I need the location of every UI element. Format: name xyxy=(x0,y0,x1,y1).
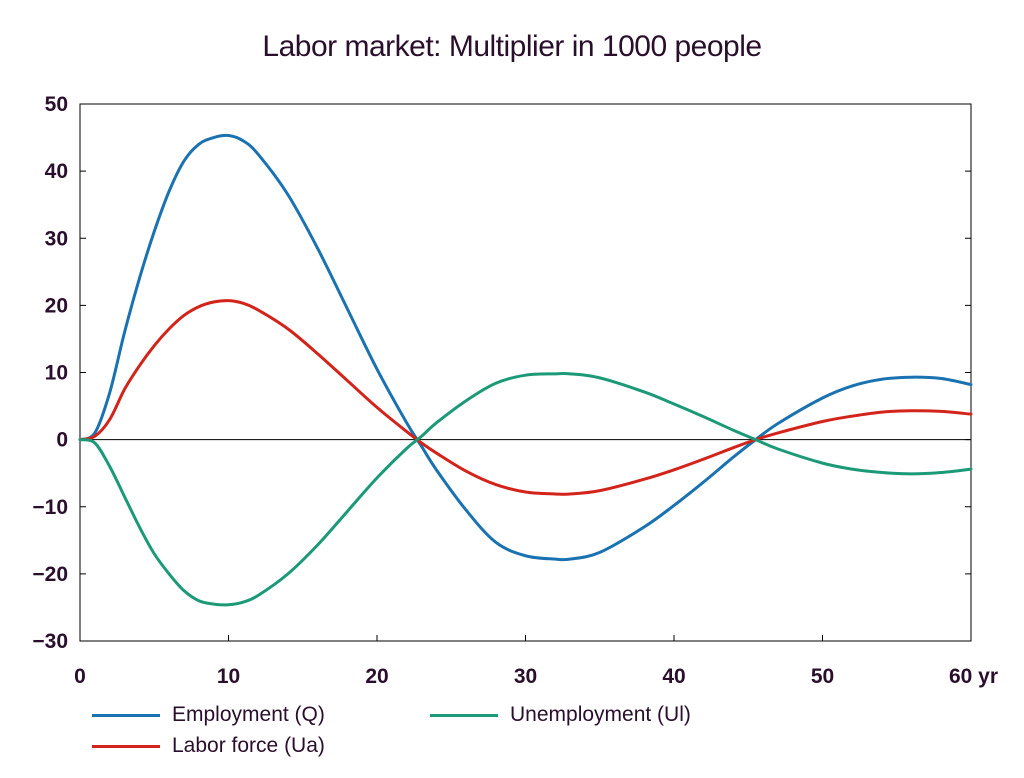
legend: Employment (Q) Unemployment (Ul) Labor f… xyxy=(92,700,792,770)
x-tick-label: 10 xyxy=(217,665,240,688)
y-tick-label: −20 xyxy=(32,563,68,586)
x-tick-label: 30 xyxy=(514,665,537,688)
x-axis: 0 10 20 30 40 50 60 yr xyxy=(74,635,998,688)
x-tick-label: 50 xyxy=(811,665,834,688)
y-tick-label: −30 xyxy=(32,630,68,653)
legend-item-employment: Employment (Q) xyxy=(92,703,325,727)
x-tick-label: 0 xyxy=(74,665,86,688)
chart-title: Labor market: Multiplier in 1000 people xyxy=(262,30,762,63)
x-tick-label: 60 yr xyxy=(949,665,998,688)
series-line-unemployment xyxy=(78,371,973,607)
x-tick-label: 40 xyxy=(662,665,685,688)
y-tick-label: 50 xyxy=(45,93,68,116)
series-lines xyxy=(78,133,973,607)
legend-swatch-unemployment xyxy=(430,713,498,717)
legend-label-employment: Employment (Q) xyxy=(172,703,325,726)
y-tick-label: 10 xyxy=(45,362,68,385)
y-tick-label: 20 xyxy=(45,294,68,317)
y-axis: 50 40 30 20 10 0 −10 −20 −30 xyxy=(32,93,971,653)
y-tick-label: 40 xyxy=(45,160,68,183)
series-line-labor-force xyxy=(78,299,973,496)
x-tick-label: 20 xyxy=(365,665,388,688)
legend-item-unemployment: Unemployment (Ul) xyxy=(430,703,691,727)
legend-swatch-labor-force xyxy=(92,744,160,748)
y-tick-label: −10 xyxy=(32,496,68,519)
legend-label-unemployment: Unemployment (Ul) xyxy=(510,703,691,726)
legend-item-labor-force: Labor force (Ua) xyxy=(92,734,325,758)
plot-frame xyxy=(79,103,972,642)
y-tick-label: 30 xyxy=(45,227,68,250)
series-line-employment xyxy=(78,133,973,562)
legend-label-labor-force: Labor force (Ua) xyxy=(172,734,325,757)
legend-swatch-employment xyxy=(92,713,160,717)
y-tick-label: 0 xyxy=(56,429,68,452)
